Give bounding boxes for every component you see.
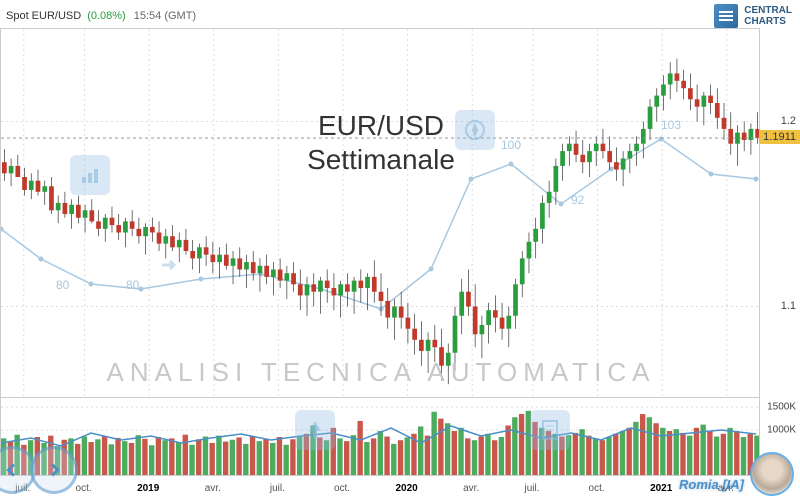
time-tick: avr. <box>463 483 479 494</box>
time-tick: 2021 <box>650 483 672 494</box>
nav-next-button[interactable] <box>30 446 78 494</box>
svg-text:80: 80 <box>126 278 140 292</box>
svg-text:100: 100 <box>501 138 521 152</box>
ticker-symbol: Spot EUR/USD <box>6 10 81 22</box>
brand-logo: CENTRALCHARTS <box>714 4 792 28</box>
volume-chart-panel[interactable] <box>0 398 760 476</box>
price-tick: 1.2 <box>781 115 796 127</box>
author-avatar <box>750 452 794 496</box>
price-tick: 1.1 <box>781 300 796 312</box>
time-tick: oct. <box>76 483 92 494</box>
time-tick: 2019 <box>137 483 159 494</box>
svg-text:80: 80 <box>56 278 70 292</box>
author-signature: Romia [IA] <box>679 477 744 492</box>
volume-tick: 1500K <box>767 402 796 413</box>
time-tick: oct. <box>589 483 605 494</box>
volume-chart <box>1 398 759 475</box>
chart-header: Spot EUR/USD (0.08%) 15:54 (GMT) <box>6 4 794 28</box>
arrow-left-icon <box>1 459 23 481</box>
time-tick: 2020 <box>395 483 417 494</box>
current-price-badge: 1.1911 <box>759 130 800 144</box>
time-x-axis: juil.oct.2019avr.juil.oct.2020avr.juil.o… <box>0 476 760 500</box>
logo-text: CENTRALCHARTS <box>744 5 792 27</box>
candlestick-chart: 80 80 100 92 103 <box>1 29 759 397</box>
time-tick: juil. <box>524 483 539 494</box>
volume-tick: 1000K <box>767 425 796 436</box>
logo-icon <box>714 4 738 28</box>
percent-change: (0.08%) <box>87 10 126 22</box>
svg-text:103: 103 <box>661 118 681 132</box>
timestamp: 15:54 (GMT) <box>134 10 196 22</box>
price-chart-panel[interactable]: 808010092103 EUR/USD Settimanale ANALISI… <box>0 28 760 398</box>
time-tick: oct. <box>334 483 350 494</box>
arrow-right-icon <box>43 459 65 481</box>
price-y-axis: 1.1 1.2 1.1911 <box>760 28 800 398</box>
time-tick: juil. <box>270 483 285 494</box>
svg-text:92: 92 <box>571 193 585 207</box>
time-tick: avr. <box>205 483 221 494</box>
